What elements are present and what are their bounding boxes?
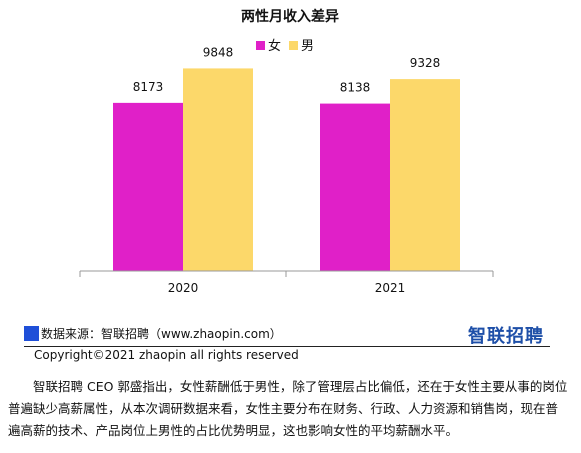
data-label-2021-male: 9328: [410, 56, 441, 70]
bar-chart: 两性月收入差异 女 男 8173 9848 8138 9328 2020 202…: [79, 8, 494, 295]
zhaopin-logo: 智联招聘: [468, 326, 544, 347]
chart-title: 两性月收入差异: [241, 8, 339, 25]
legend-swatch-female: [256, 41, 265, 50]
legend-swatch-male: [289, 41, 298, 50]
source-square-icon: [24, 326, 39, 341]
legend: 女 男: [256, 38, 314, 54]
bar-2021-male: [390, 79, 460, 271]
copyright-text: Copyright©2021 zhaopin all rights reserv…: [34, 348, 299, 362]
bars: [113, 68, 460, 272]
x-tick-label-2020: 2020: [168, 281, 199, 295]
data-label-2021-female: 8138: [340, 81, 371, 95]
bar-2020-female: [113, 102, 183, 271]
data-label-2020-male: 9848: [203, 45, 234, 59]
legend-label-female: 女: [268, 38, 281, 54]
source-row: 数据来源：智联招聘（www.zhaopin.com） 智联招聘: [24, 322, 544, 347]
x-tick-label-2021: 2021: [375, 281, 406, 295]
bar-2020-male: [183, 68, 253, 272]
data-labels: 8173 9848 8138 9328: [133, 45, 441, 94]
source-text: 数据来源：智联招聘（www.zhaopin.com）: [41, 327, 282, 341]
bar-2021-female: [320, 103, 390, 271]
body-paragraph: 智联招聘 CEO 郭盛指出，女性薪酬低于男性，除了管理层占比偏低，还在于女性主要…: [8, 379, 568, 438]
legend-label-male: 男: [301, 39, 314, 54]
data-label-2020-female: 8173: [133, 80, 164, 94]
source-divider: [24, 346, 550, 347]
